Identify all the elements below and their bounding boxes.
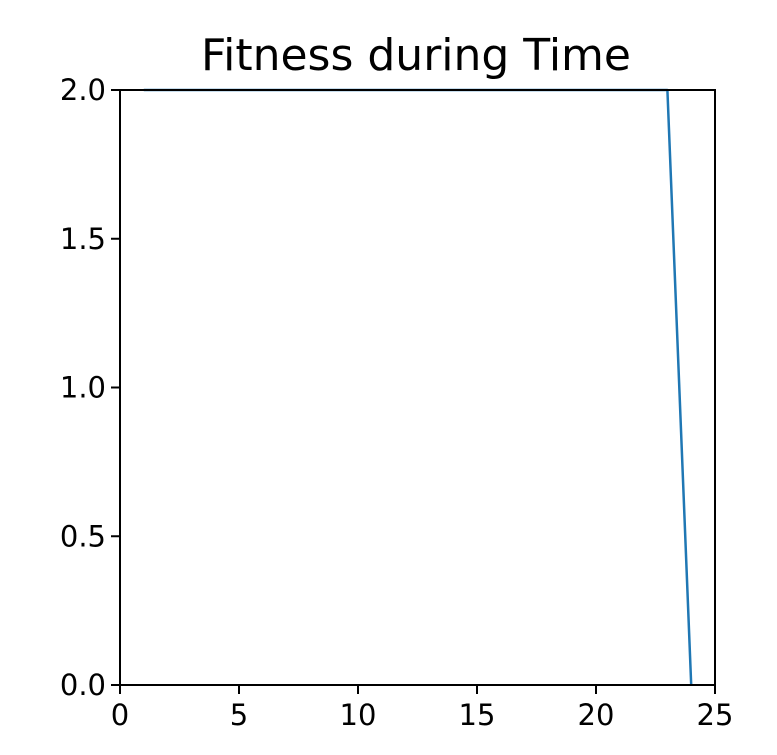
x-tick-label: 10 — [340, 698, 377, 732]
y-tick-label: 0.0 — [60, 668, 106, 702]
x-tick-label: 15 — [459, 698, 496, 732]
y-tick-label: 0.5 — [60, 519, 106, 553]
x-tick-label: 25 — [697, 698, 734, 732]
plot-frame — [119, 89, 716, 686]
x-tick-label: 5 — [230, 698, 248, 732]
series-layer — [143, 88, 693, 686]
x-axis: 0 5 10 15 20 25 — [111, 685, 734, 732]
series-line — [143, 88, 693, 686]
y-tick-label: 2.0 — [60, 73, 106, 107]
x-tick-label: 0 — [111, 698, 129, 732]
y-tick-label: 1.5 — [60, 222, 106, 256]
x-tick-label: 20 — [578, 698, 615, 732]
chart-title: Fitness during Time — [201, 30, 631, 81]
y-axis: 0.0 0.5 1.0 1.5 2.0 — [60, 73, 120, 702]
y-tick-label: 1.0 — [60, 371, 106, 405]
